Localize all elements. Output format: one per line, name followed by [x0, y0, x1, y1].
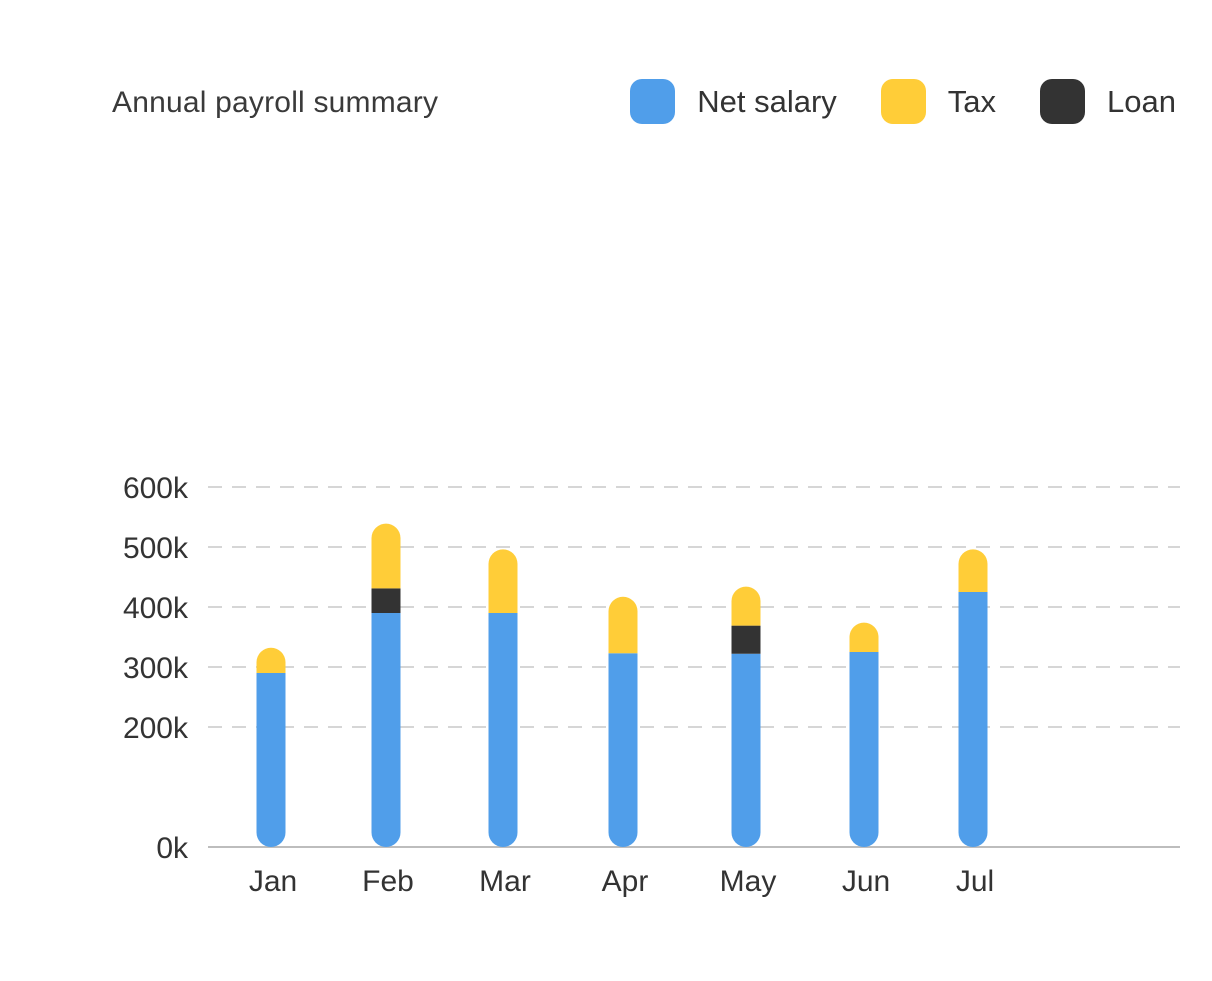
legend-item-tax[interactable]: Tax	[880, 79, 997, 124]
bar-group-jun	[849, 622, 879, 847]
bar-group-jan	[256, 647, 286, 847]
bar-group-apr	[608, 596, 638, 847]
y-tick-label: 200k	[123, 712, 189, 745]
bar-may-tax	[731, 586, 761, 626]
bar-may-loan	[731, 625, 761, 654]
x-tick-label: Mar	[479, 865, 531, 898]
x-tick-label: Jul	[956, 865, 994, 898]
bar-jul-tax	[958, 549, 988, 592]
bar-mar-net-salary	[488, 613, 518, 847]
bar-may-net-salary	[731, 653, 761, 847]
bar-group-jul	[958, 549, 988, 847]
y-tick-label: 600k	[123, 472, 189, 505]
legend-label-loan: Loan	[1107, 83, 1176, 119]
bar-jun-tax	[849, 622, 879, 652]
bar-mar-tax	[488, 549, 518, 613]
legend: Net salary Tax Loan	[630, 79, 1176, 124]
x-tick-label: Feb	[362, 865, 414, 898]
legend-item-net-salary[interactable]: Net salary	[630, 79, 837, 124]
bar-feb-tax	[371, 523, 401, 589]
x-tick-label: Jun	[842, 865, 890, 898]
bar-jun-net-salary	[849, 652, 879, 847]
y-tick-label: 400k	[123, 592, 189, 625]
bar-apr-net-salary	[608, 653, 638, 847]
legend-swatch-loan	[1040, 79, 1086, 124]
bar-jan-net-salary	[256, 673, 286, 847]
bar-jan-tax	[256, 647, 286, 673]
bar-group-feb	[371, 523, 401, 847]
y-tick-label: 0k	[156, 832, 189, 865]
legend-swatch-tax	[880, 79, 926, 124]
legend-label-tax: Tax	[947, 83, 997, 119]
x-tick-label: May	[720, 865, 777, 898]
bar-group-mar	[488, 549, 518, 847]
chart-title: Annual payroll summary	[112, 86, 439, 119]
x-tick-label: Apr	[602, 865, 649, 898]
legend-label-net-salary: Net salary	[697, 83, 837, 119]
y-tick-label: 300k	[123, 652, 189, 685]
legend-item-loan[interactable]: Loan	[1040, 79, 1176, 124]
bar-apr-tax	[608, 596, 638, 654]
bar-feb-loan	[371, 588, 401, 613]
bar-jul-net-salary	[958, 592, 988, 847]
bar-group-may	[731, 586, 761, 847]
y-tick-label: 500k	[123, 532, 189, 565]
bar-feb-net-salary	[371, 613, 401, 847]
x-tick-label: Jan	[249, 865, 297, 898]
legend-swatch-net-salary	[630, 79, 676, 124]
